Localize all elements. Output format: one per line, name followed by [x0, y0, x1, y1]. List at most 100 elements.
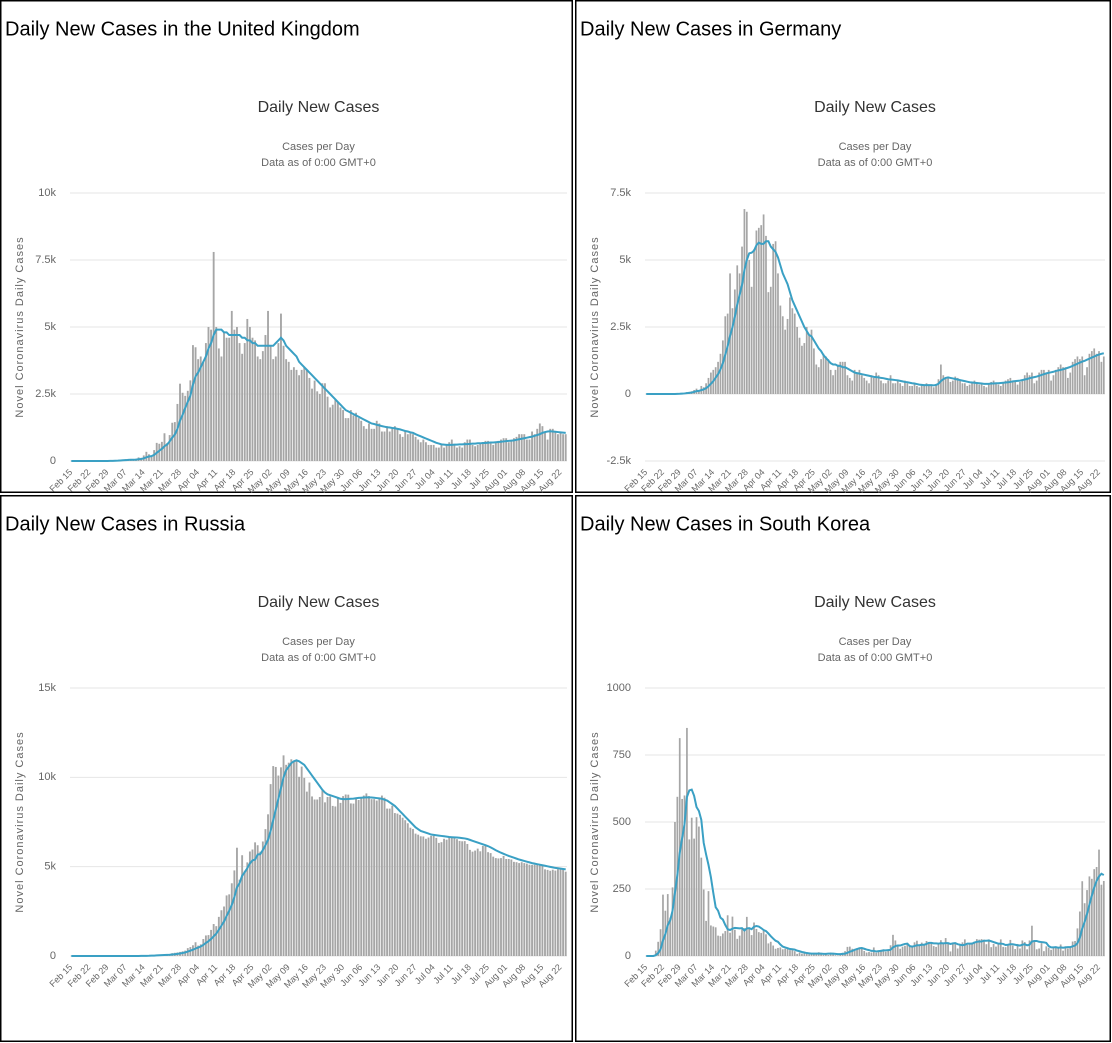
bar: [810, 329, 813, 394]
bar: [877, 950, 880, 956]
bar: [1021, 940, 1024, 956]
bar: [248, 327, 251, 461]
bar: [714, 927, 717, 956]
bar: [487, 440, 489, 461]
bar: [388, 431, 391, 461]
bar: [525, 439, 528, 461]
bar: [559, 869, 562, 956]
bar: [448, 837, 451, 956]
bar: [1011, 380, 1014, 394]
bar: [375, 800, 378, 956]
bar: [427, 837, 430, 956]
bar: [355, 798, 357, 956]
bar: [324, 802, 326, 956]
bar: [197, 359, 200, 461]
y-tick-label: 2.5k: [610, 321, 631, 333]
bar: [781, 316, 784, 394]
bar: [360, 420, 363, 461]
bar: [295, 369, 298, 461]
bar: [261, 841, 264, 956]
bar: [388, 808, 391, 956]
bar: [378, 423, 381, 461]
bar: [378, 798, 381, 956]
bar: [750, 935, 753, 956]
bar: [683, 795, 686, 956]
average-line: [646, 240, 1105, 395]
y-tick-label: 15k: [38, 682, 56, 694]
bar: [1040, 369, 1043, 394]
bar: [269, 784, 272, 956]
y-tick-label: 10k: [38, 771, 56, 783]
bar: [841, 361, 844, 394]
bar: [726, 313, 729, 394]
bar: [347, 794, 350, 956]
bar: [755, 928, 758, 956]
bar: [269, 345, 272, 461]
y-tick-label: 7.5k: [610, 187, 631, 199]
bar: [437, 842, 440, 956]
bar: [518, 863, 521, 956]
bar: [215, 327, 218, 461]
bar: [324, 383, 326, 461]
bar: [846, 946, 849, 956]
bar: [409, 431, 412, 461]
bar: [1088, 353, 1091, 394]
bar: [858, 948, 861, 956]
bar: [476, 444, 479, 461]
bar: [326, 796, 329, 956]
bar: [736, 938, 739, 956]
bar: [817, 367, 820, 394]
bar: [980, 383, 983, 394]
bar: [940, 940, 942, 956]
chart-subtitle: Cases per Day: [839, 141, 912, 153]
bar: [693, 838, 695, 956]
bar: [791, 308, 794, 394]
bar: [241, 353, 244, 461]
bar: [671, 887, 674, 956]
bar: [722, 933, 724, 956]
bar: [233, 329, 236, 461]
bar: [1031, 372, 1033, 394]
bar: [920, 384, 923, 394]
bar: [362, 795, 365, 956]
bar: [832, 375, 834, 394]
bar: [458, 446, 461, 461]
bar: [474, 850, 477, 956]
bar: [1090, 351, 1093, 394]
bar: [538, 423, 541, 461]
bar: [336, 796, 339, 956]
bar: [1026, 372, 1028, 394]
bar: [863, 950, 866, 956]
y-tick-label: 0: [50, 455, 56, 467]
bar: [825, 356, 827, 394]
bar: [494, 858, 497, 956]
bar: [192, 345, 194, 461]
y-axis-label: Novel Coronavirus Daily Cases: [589, 236, 601, 417]
bar: [762, 214, 765, 394]
bar: [217, 348, 220, 461]
bar: [803, 953, 806, 956]
bar: [853, 369, 856, 394]
bar: [399, 434, 401, 461]
bar: [523, 434, 526, 461]
bar: [1055, 369, 1057, 394]
bar: [432, 835, 435, 956]
bar: [803, 343, 806, 394]
bar: [923, 943, 925, 956]
bar: [1064, 367, 1067, 394]
bar: [1014, 380, 1017, 394]
bar: [349, 803, 352, 956]
bar: [1040, 943, 1043, 956]
bar: [210, 329, 213, 461]
bar: [793, 951, 796, 956]
bar: [401, 436, 404, 461]
y-tick-label: 250: [613, 883, 631, 895]
bar: [399, 814, 401, 956]
bar: [471, 851, 474, 956]
bar: [899, 948, 902, 956]
bar: [822, 954, 825, 956]
bar: [961, 383, 964, 394]
bar: [690, 817, 693, 956]
bar: [887, 950, 890, 956]
bar: [349, 410, 352, 461]
